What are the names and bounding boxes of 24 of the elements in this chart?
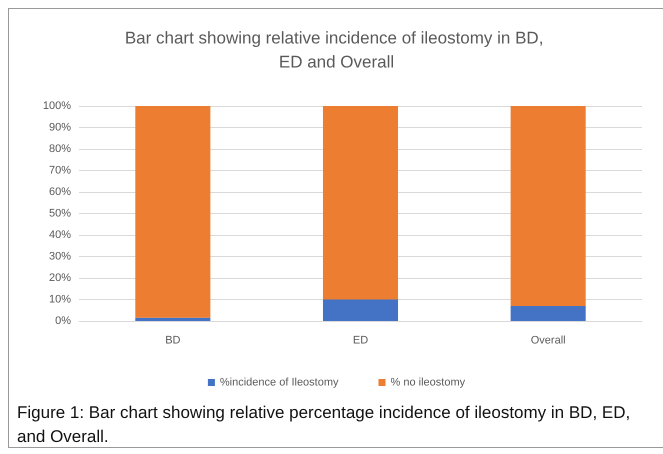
chart-title: Bar chart showing relative incidence of ileostomy in BD, ED and Overall bbox=[124, 28, 548, 72]
legend-label: %incidence of Ileostomy bbox=[220, 376, 340, 388]
x-tick-label: Overall bbox=[530, 334, 566, 346]
bar bbox=[135, 318, 210, 321]
x-tick-label: ED bbox=[352, 334, 368, 346]
x-tick-label: BD bbox=[165, 334, 181, 346]
legend-label: % no ileostomy bbox=[390, 376, 466, 388]
y-tick-label: 70% bbox=[48, 164, 72, 176]
bar bbox=[322, 106, 398, 300]
bar bbox=[510, 306, 586, 321]
y-tick-label: 100% bbox=[42, 100, 72, 112]
y-tick-label: 30% bbox=[48, 250, 72, 262]
y-tick-label: 60% bbox=[48, 186, 72, 198]
y-tick-label: 90% bbox=[48, 122, 72, 134]
bar bbox=[510, 106, 586, 306]
y-tick-label: 20% bbox=[48, 272, 72, 284]
y-tick-label: 10% bbox=[48, 294, 72, 306]
bar bbox=[322, 300, 398, 321]
y-tick-label: 0% bbox=[55, 315, 72, 327]
y-tick-label: 80% bbox=[48, 143, 72, 155]
y-tick-label: 50% bbox=[48, 208, 72, 220]
caption: Figure 1: Bar chart showing relative percentage incidence of ileostomy in BD, ED, and Overall. bbox=[16, 402, 632, 448]
bar bbox=[135, 106, 210, 318]
y-tick-label: 40% bbox=[48, 229, 72, 241]
